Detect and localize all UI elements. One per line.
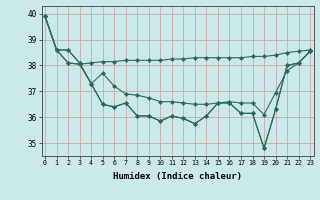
X-axis label: Humidex (Indice chaleur): Humidex (Indice chaleur) xyxy=(113,172,242,181)
